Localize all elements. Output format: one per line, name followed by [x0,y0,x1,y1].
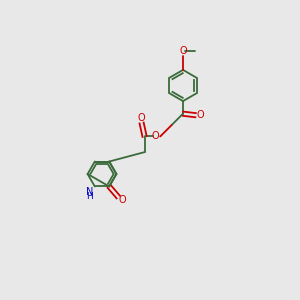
Text: O: O [151,131,159,141]
Text: O: O [179,46,187,56]
Text: N: N [86,187,93,197]
Text: O: O [119,195,127,205]
Text: O: O [137,112,145,123]
Text: H: H [86,193,93,202]
Text: O: O [197,110,205,120]
